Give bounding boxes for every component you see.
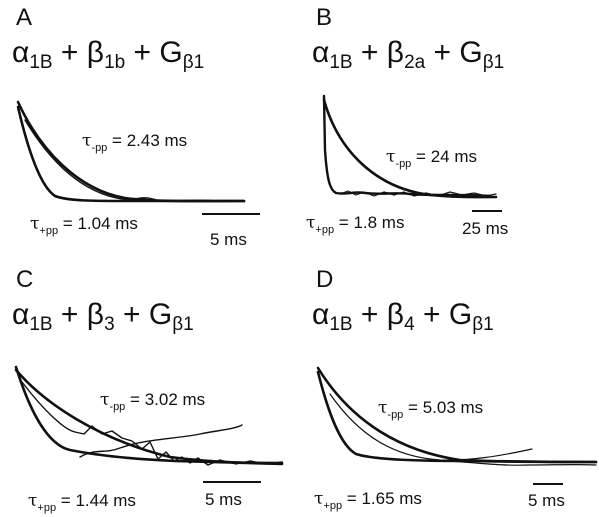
panel-letter: A <box>16 4 33 31</box>
beta-subscript: 4 <box>404 314 415 336</box>
subunit-formula: α1B + β2a + Gβ1 <box>312 36 505 74</box>
g-symbol: G <box>448 298 473 331</box>
beta-symbol: β <box>86 36 105 69</box>
current-traces <box>316 366 598 466</box>
tau-minus-value: 3.02 ms <box>144 390 206 409</box>
tau-plus-pp: τ+pp = 1.8 ms <box>306 213 405 236</box>
g-symbol: G <box>459 36 483 69</box>
tau-minus-value: 24 ms <box>430 147 477 166</box>
tau-minus-pp: τ-pp = 3.02 ms <box>100 390 206 413</box>
beta-symbol: β <box>86 298 105 331</box>
scale-bar <box>533 483 563 485</box>
panel-b: B α1B + β2a + Gβ1 τ-pp = 24 ms τ+pp = 1.… <box>300 0 590 250</box>
alpha-symbol: α <box>312 36 330 69</box>
fast-decay-trace <box>14 365 284 466</box>
tau-plus-pp: τ+pp = 1.44 ms <box>28 491 136 514</box>
beta-symbol: β <box>386 36 405 69</box>
g-symbol: G <box>148 298 173 331</box>
slow-decay-trace <box>14 368 284 465</box>
tau-minus-pp: τ-pp = 2.43 ms <box>82 131 188 154</box>
current-traces <box>14 365 284 466</box>
panel-letter: D <box>316 266 334 293</box>
alpha-subscript: 1B <box>29 314 53 336</box>
g-subscript: β1 <box>182 52 205 74</box>
scale-bar <box>202 213 260 215</box>
prepulse-trace <box>329 393 533 461</box>
alpha-subscript: 1B <box>329 52 353 74</box>
scale-bar <box>203 481 261 483</box>
alpha-subscript: 1B <box>29 52 53 74</box>
slow-decay-trace <box>16 100 246 203</box>
current-traces <box>16 100 246 203</box>
tau-plus-value: 1.8 ms <box>353 213 405 232</box>
tau-minus-pp: τ-pp = 5.03 ms <box>378 398 484 421</box>
prepulse-trace <box>24 119 245 202</box>
scale-bar-label: 5 ms <box>210 230 247 249</box>
scale-bar-label: 5 ms <box>528 491 565 510</box>
tau-plus-value: 1.65 ms <box>361 489 422 508</box>
g-subscript: β1 <box>482 52 505 74</box>
current-traces <box>322 94 498 199</box>
beta-subscript: 1b <box>104 52 126 74</box>
tau-plus-value: 1.04 ms <box>77 214 138 233</box>
panel-c: C α1B + β3 + Gβ1 τ-pp = 3.02 ms τ+pp = 1… <box>0 262 290 514</box>
beta-subscript: 2a <box>404 52 426 74</box>
panel-letter: B <box>316 4 333 31</box>
subunit-formula: α1B + β3 + Gβ1 <box>12 298 194 336</box>
scale-bar-label: 25 ms <box>462 219 509 238</box>
tau-minus-value: 5.03 ms <box>422 398 484 417</box>
subunit-formula: α1B + β1b + Gβ1 <box>12 36 205 74</box>
panel-letter: C <box>16 266 34 293</box>
noisy-baseline-trace <box>339 190 497 197</box>
subunit-formula: α1B + β4 + Gβ1 <box>312 298 494 336</box>
panel-d: D α1B + β4 + Gβ1 τ-pp = 5.03 ms τ+pp = 1… <box>300 262 598 512</box>
late-trace <box>449 460 597 466</box>
alpha-subscript: 1B <box>329 314 353 336</box>
beta-subscript: 3 <box>104 314 115 336</box>
alpha-symbol: α <box>12 298 30 331</box>
alpha-symbol: α <box>12 36 30 69</box>
prepulse-trace <box>21 381 283 466</box>
g-subscript: β1 <box>172 314 194 336</box>
scale-bar-label: 5 ms <box>205 490 242 509</box>
beta-symbol: β <box>386 298 405 331</box>
tau-minus-value: 2.43 ms <box>126 131 188 150</box>
fast-decay-trace <box>322 94 492 198</box>
tau-plus-value: 1.44 ms <box>75 491 136 510</box>
tau-plus-pp: τ+pp = 1.04 ms <box>30 214 138 237</box>
g-subscript: β1 <box>472 314 494 336</box>
scale-bar <box>472 210 502 212</box>
tau-plus-pp: τ+pp = 1.65 ms <box>314 489 422 512</box>
g-symbol: G <box>159 36 183 69</box>
tau-minus-pp: τ-pp = 24 ms <box>386 147 477 170</box>
panel-a: A α1B + β1b + Gβ1 τ-pp = 2.43 ms τ+pp = … <box>0 0 290 250</box>
rising-trace <box>79 424 243 458</box>
alpha-symbol: α <box>312 298 330 331</box>
slow-decay-trace <box>322 98 498 199</box>
